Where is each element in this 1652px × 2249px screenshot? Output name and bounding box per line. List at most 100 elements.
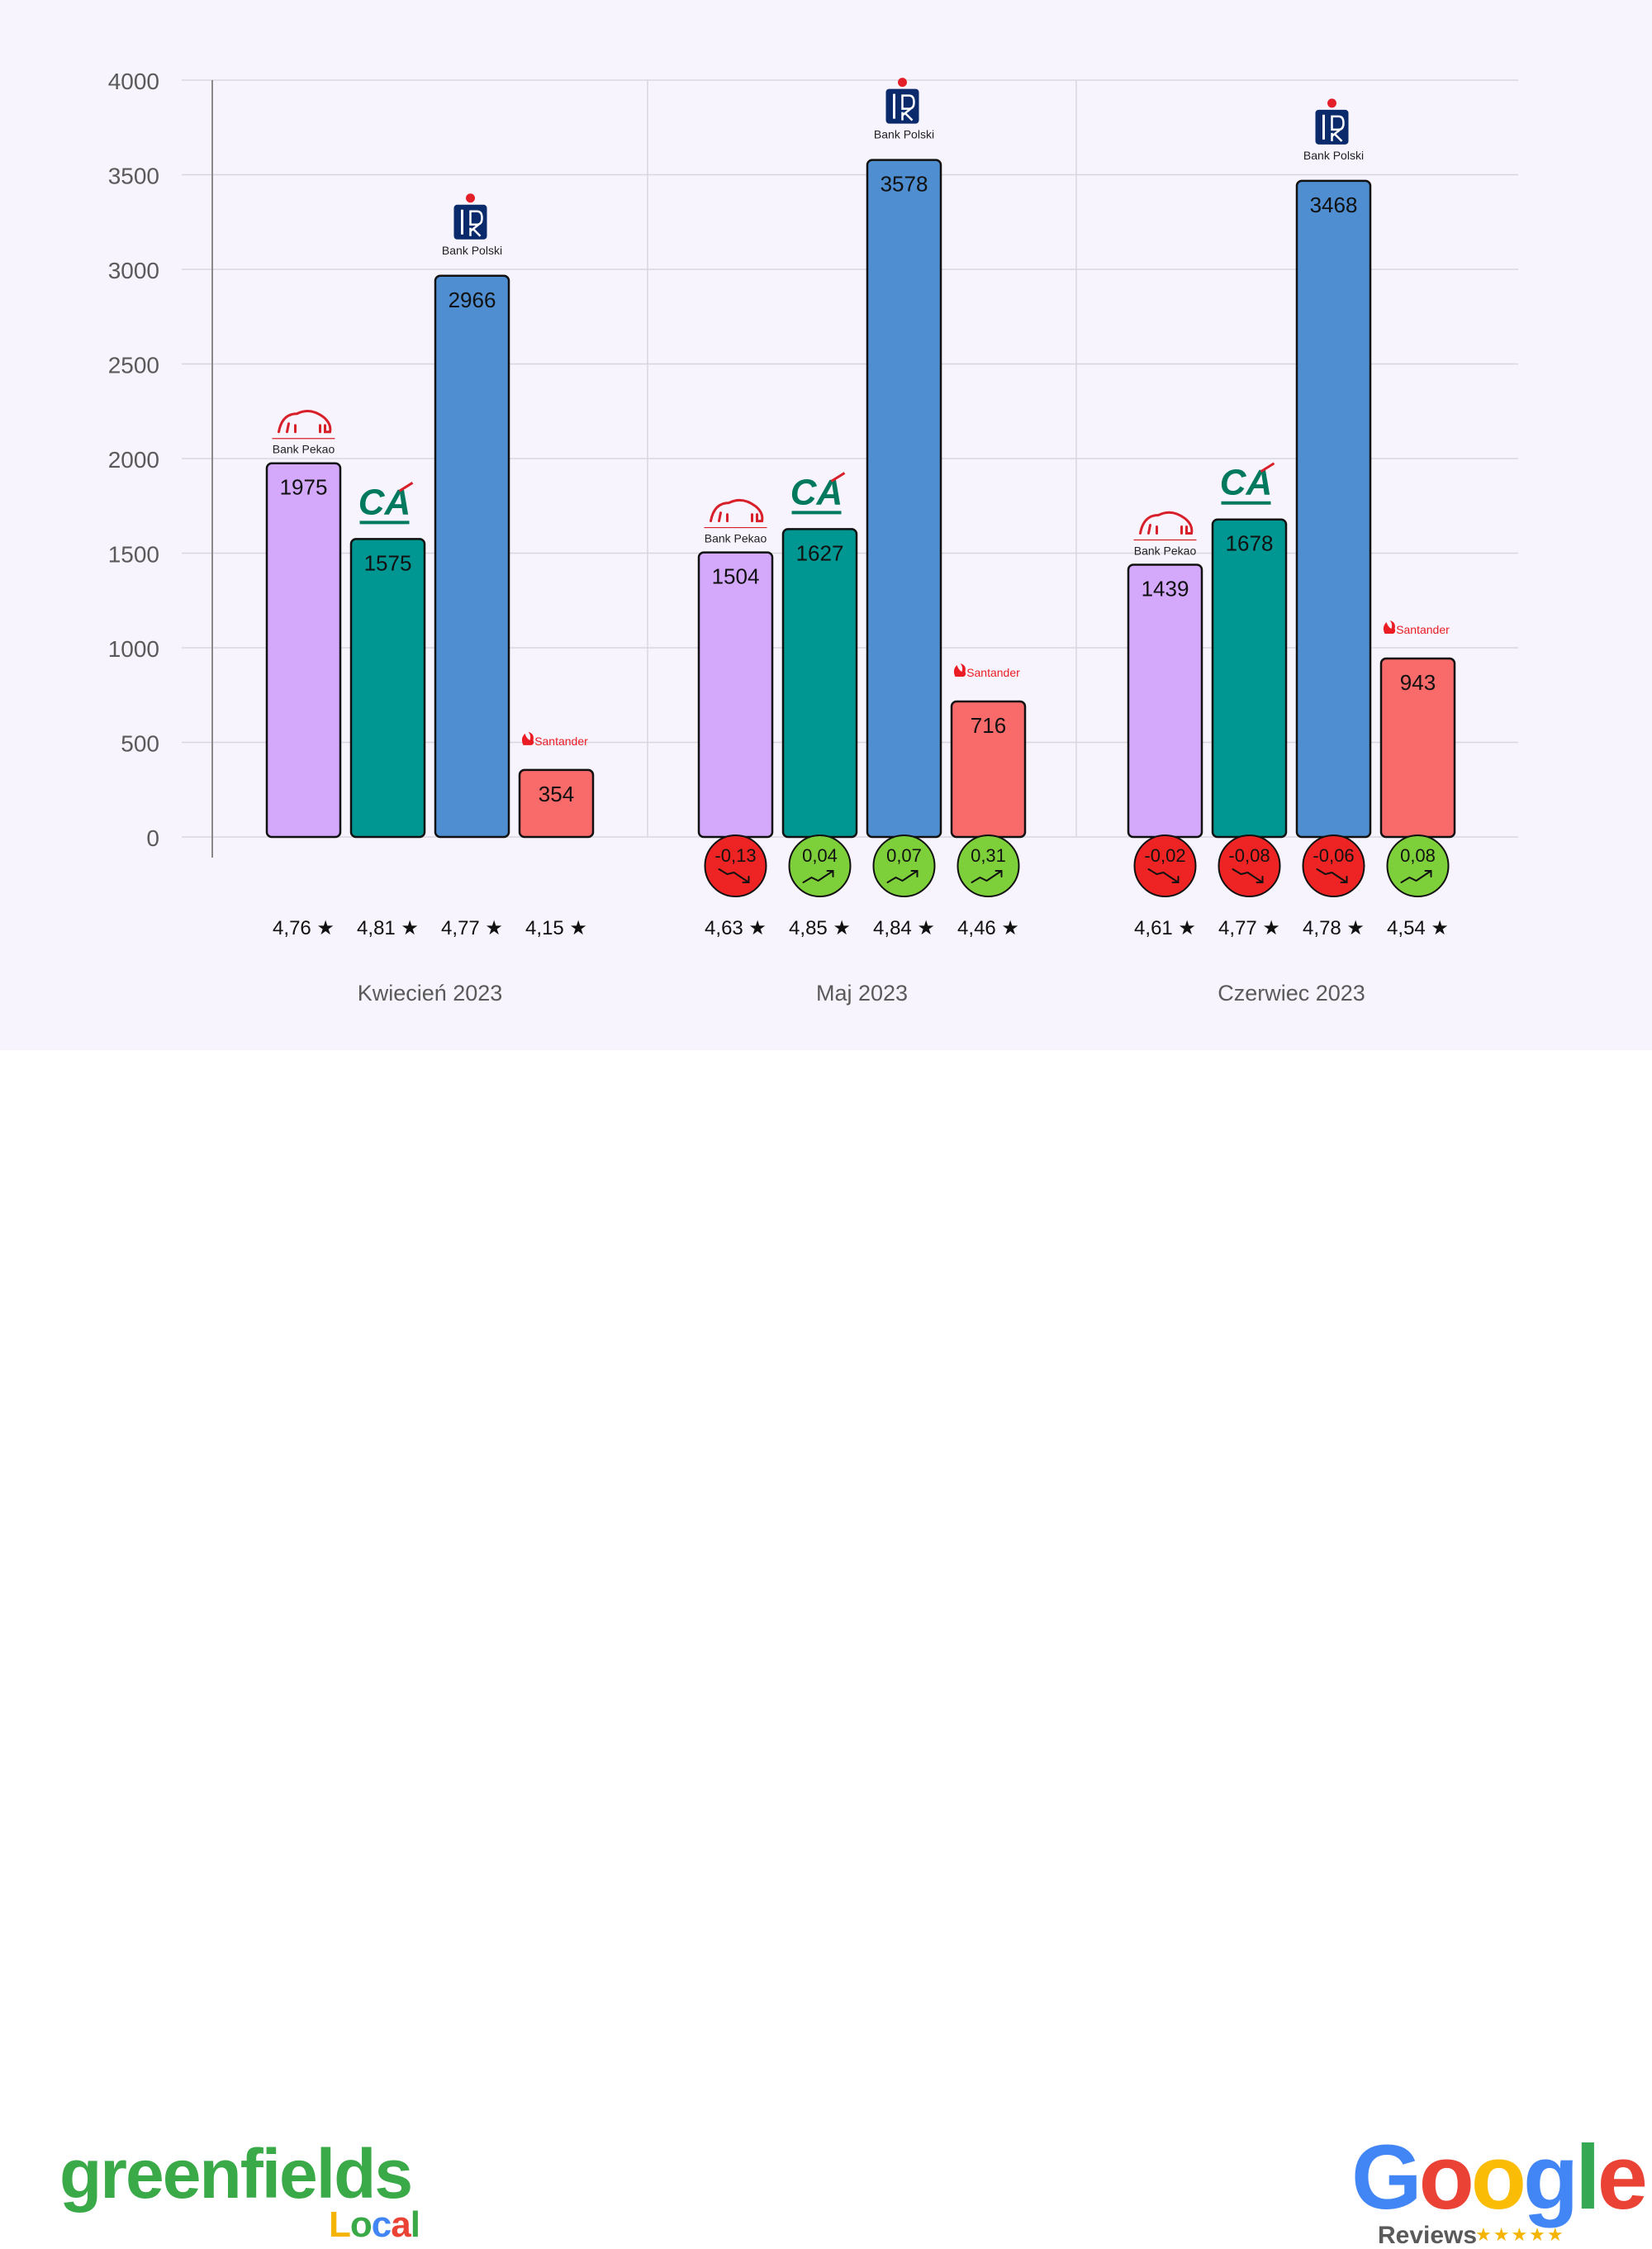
badge-change-label: -0,02	[1144, 845, 1185, 866]
logo-accent	[1260, 462, 1275, 473]
google-letter: G	[1351, 2127, 1422, 2228]
greenfields-sub-letter: l	[410, 2204, 420, 2245]
arrow-line	[971, 870, 1003, 883]
category-label: Maj 2023	[816, 981, 908, 1006]
rating-label: 4,61 ★	[1134, 917, 1196, 939]
arrow-head	[742, 876, 750, 883]
rating: 4,61 ★	[1134, 917, 1196, 939]
santander-logo: Santander	[953, 663, 1020, 679]
pko-logo: Bank Polski	[442, 193, 502, 257]
rating: 4,63 ★	[705, 917, 767, 939]
credit-agricole-logo: CA	[1220, 462, 1275, 505]
pko-dot-icon	[1327, 98, 1336, 108]
badge-change-label: -0,08	[1228, 845, 1270, 866]
trend-up-icon	[1400, 870, 1432, 883]
bar-value-label: 1439	[1142, 576, 1189, 601]
y-tick-label: 2000	[108, 447, 159, 473]
arrow-head	[826, 870, 834, 877]
pko-stroke	[1331, 128, 1343, 142]
bar	[518, 768, 595, 839]
bar	[866, 159, 942, 839]
arrow-line	[1400, 870, 1432, 883]
trend-down-icon	[1147, 868, 1180, 883]
santander-logo: Santander	[1383, 620, 1450, 636]
trend-up-icon	[886, 870, 919, 883]
bank-pekao-logo-text: Bank Pekao	[705, 532, 767, 545]
bank-pekao-logo-text: Bank Pekao	[1134, 544, 1197, 557]
trend-up-icon	[802, 870, 834, 883]
credit-agricole-logo: CA	[358, 482, 414, 525]
santander-logo-text: Santander	[1396, 623, 1450, 636]
rating-label: 4,78 ★	[1303, 917, 1365, 939]
rating-label: 4,15 ★	[525, 917, 587, 939]
badge-change-label: 0,04	[802, 845, 838, 866]
bison-icon	[278, 410, 332, 434]
google-letter: o	[1418, 2127, 1474, 2228]
google-reviews-label: Reviews	[1378, 2222, 1478, 2249]
bar-value-label: 354	[539, 782, 574, 806]
rating-label: 4,54 ★	[1387, 917, 1449, 939]
arrow-line	[802, 870, 834, 883]
arrow-head	[1340, 876, 1348, 883]
change-badge: 0,04	[788, 834, 852, 897]
greenfields-sub-letter: o	[349, 2204, 373, 2245]
rating: 4,46 ★	[957, 917, 1019, 939]
arrow-head	[1171, 876, 1180, 883]
santander-flame-icon	[953, 663, 966, 678]
rating-label: 4,84 ★	[873, 917, 935, 939]
rating: 4,15 ★	[525, 917, 587, 939]
greenfields-logo-word: greenfields	[59, 2135, 413, 2213]
rating: 4,85 ★	[789, 917, 851, 939]
arrow-line	[1316, 868, 1348, 883]
santander-logo: Santander	[521, 731, 588, 748]
rating-label: 4,63 ★	[705, 917, 767, 939]
google-letter: g	[1522, 2127, 1578, 2228]
bank-reviews-chart: 0 500 1000 1500 2000 2500 3000 3500 4000 Kwiecień…	[108, 69, 1518, 1006]
trend-down-icon	[718, 868, 750, 883]
arrow-head	[1424, 870, 1432, 877]
badge-change-label: -0,13	[714, 845, 756, 866]
rating-label: 4,77 ★	[1218, 917, 1280, 939]
bar-value-label: 3468	[1310, 193, 1358, 217]
badge-circle	[1133, 834, 1197, 897]
bar	[434, 274, 510, 839]
badge-change-label: 0,31	[971, 845, 1006, 866]
google-stars-icon: ★★★★★	[1475, 2225, 1565, 2246]
badge-circle	[704, 834, 767, 897]
y-tick-label: 4000	[108, 69, 159, 94]
badge-change-label: 0,07	[886, 845, 922, 866]
y-tick-label: 3500	[108, 164, 159, 189]
category-label: Kwiecień 2023	[358, 981, 503, 1006]
santander-logo-text: Santander	[534, 735, 588, 748]
pko-stroke	[469, 223, 482, 237]
bar	[1295, 179, 1372, 839]
footer: greenfields Local Google Reviews ★★★★★	[0, 1050, 1652, 2248]
bar-value-label: 1504	[712, 564, 760, 589]
rating-label: 4,77 ★	[441, 917, 503, 939]
arrow-head	[995, 870, 1003, 877]
chart-area: 0 500 1000 1500 2000 2500 3000 3500 4000 Kwiecień…	[0, 0, 1652, 1050]
y-tick-label: 0	[146, 825, 159, 851]
trend-up-icon	[971, 870, 1003, 883]
pko-logo: Bank Polski	[1303, 98, 1364, 162]
category-label: Czerwiec 2023	[1218, 981, 1365, 1006]
trend-down-icon	[1232, 868, 1264, 883]
y-tick-label: 1500	[108, 542, 159, 568]
rating-label: 4,85 ★	[789, 917, 851, 939]
y-tick-label: 500	[121, 731, 159, 757]
google-letter: l	[1575, 2127, 1600, 2228]
arrow-line	[718, 868, 750, 883]
y-tick-label: 1000	[108, 636, 159, 662]
arrow-line	[1147, 868, 1180, 883]
pko-stroke	[901, 107, 914, 121]
logo-accent	[398, 482, 414, 492]
change-badge: -0,13	[704, 834, 767, 897]
rating-label: 4,46 ★	[957, 917, 1019, 939]
pko-logo-text: Bank Polski	[1303, 149, 1364, 162]
arrow-line	[886, 870, 919, 883]
google-logo-word: Google	[1351, 2133, 1648, 2223]
bar	[697, 551, 774, 839]
rating: 4,78 ★	[1303, 917, 1365, 939]
y-tick-label: 2500	[108, 353, 159, 378]
logo-accent	[830, 472, 846, 483]
